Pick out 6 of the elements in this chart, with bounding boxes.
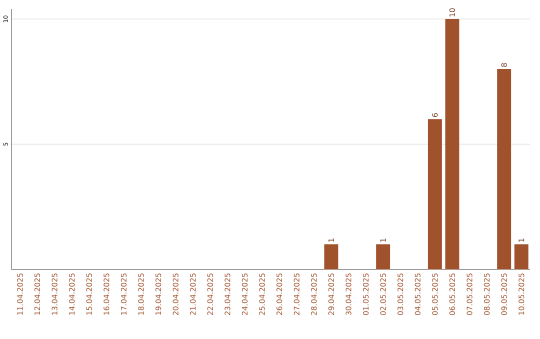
bar: [428, 119, 442, 270]
bar: [324, 244, 338, 270]
bar: [497, 68, 512, 270]
bar: [445, 18, 460, 270]
bar: [514, 244, 528, 270]
bar: [376, 244, 390, 270]
